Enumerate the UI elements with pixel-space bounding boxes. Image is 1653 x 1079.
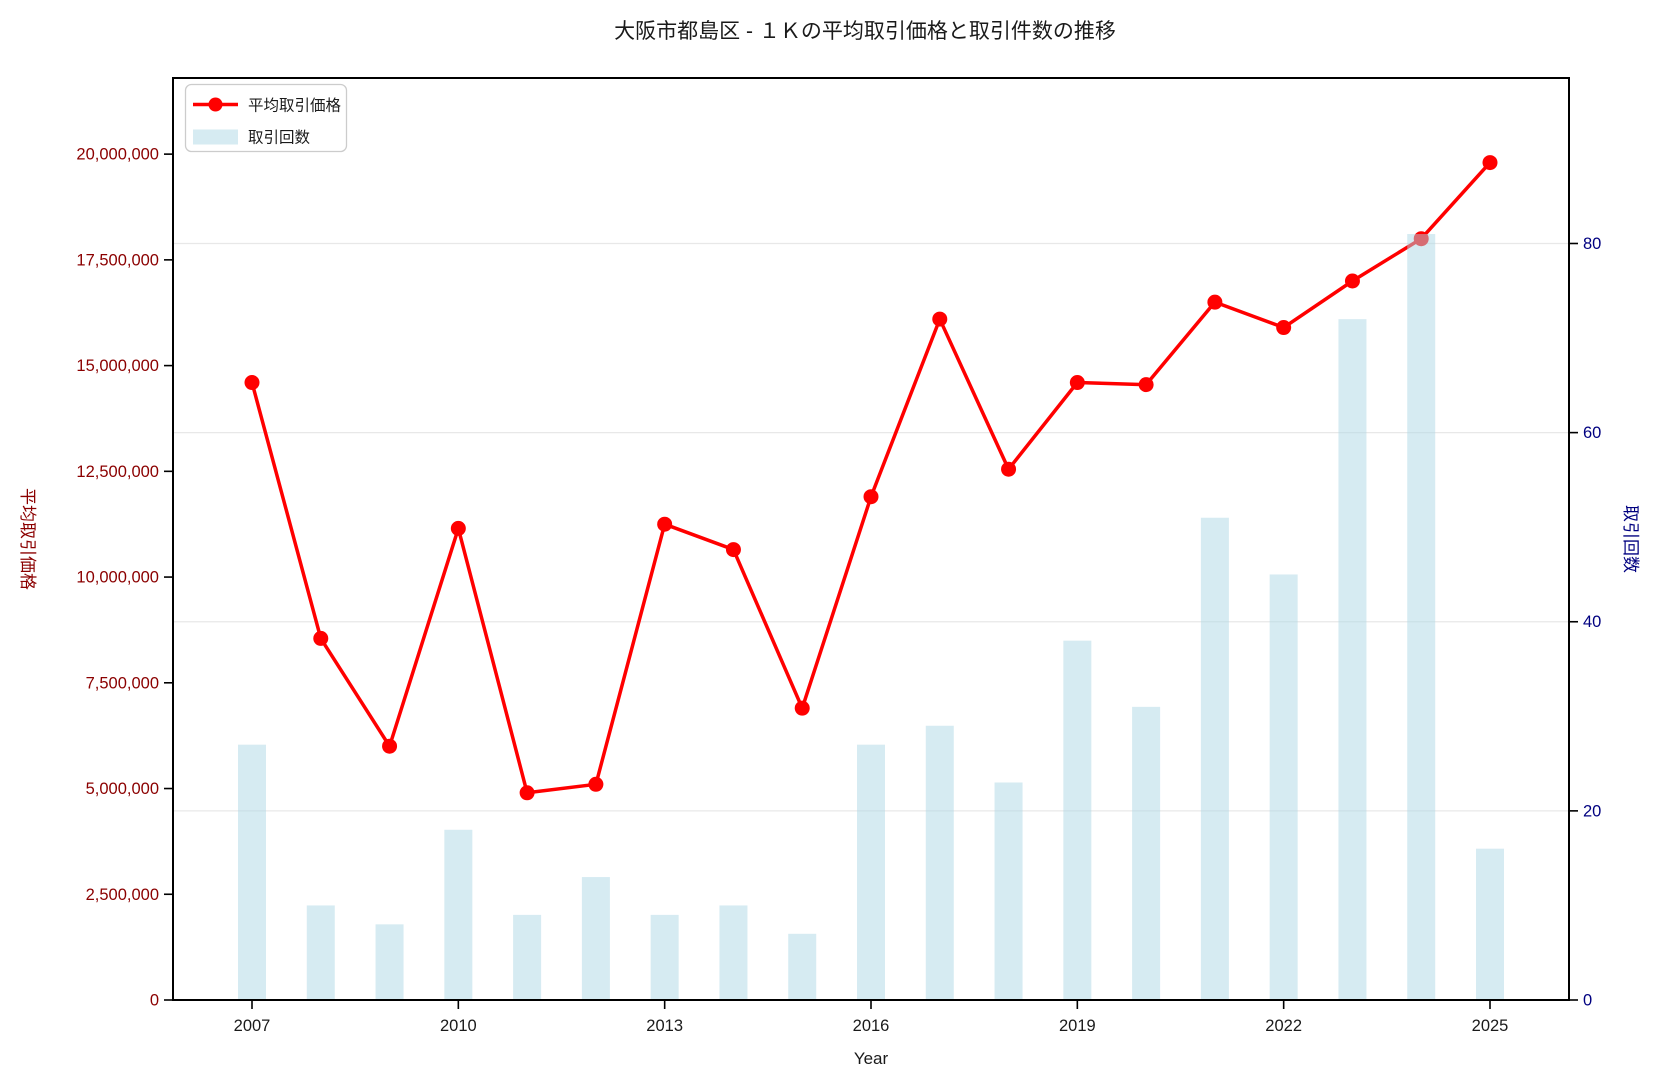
y-right-tick-label: 0 bbox=[1583, 992, 1592, 1010]
price-line bbox=[250, 160, 1492, 795]
y-left-tick-label: 17,500,000 bbox=[76, 251, 159, 269]
y-left-tick-label: 10,000,000 bbox=[76, 569, 159, 587]
price-marker-2011 bbox=[519, 785, 535, 801]
y-right-tick-label: 20 bbox=[1583, 802, 1601, 820]
count-bar-2007 bbox=[238, 744, 266, 1000]
count-bar-2018 bbox=[994, 782, 1023, 1000]
y-left-tick-label: 15,000,000 bbox=[76, 357, 159, 375]
count-bar-2009 bbox=[375, 924, 404, 1000]
count-bar-2015 bbox=[788, 933, 817, 1000]
x-tick-label: 2007 bbox=[234, 1017, 271, 1035]
price-marker-2016 bbox=[863, 489, 879, 505]
y-left-tick-label: 7,500,000 bbox=[86, 674, 159, 692]
count-bar-2023 bbox=[1338, 319, 1367, 1001]
y-right-tick-label: 80 bbox=[1583, 235, 1601, 253]
chart-title: 大阪市都島区 - １Ｋの平均取引価格と取引件数の推移 bbox=[614, 20, 1116, 43]
price-marker-2023 bbox=[1344, 273, 1360, 289]
count-bar-2021 bbox=[1200, 517, 1229, 1000]
price-marker-2018 bbox=[1001, 461, 1017, 477]
count-bar-2017 bbox=[925, 725, 954, 1000]
price-marker-2022 bbox=[1276, 320, 1292, 336]
price-marker-2009 bbox=[382, 738, 398, 754]
price-marker-2014 bbox=[725, 542, 741, 558]
count-bar-2011 bbox=[513, 914, 542, 1000]
count-bar-2014 bbox=[719, 905, 748, 1000]
legend-patch-sample bbox=[193, 129, 238, 145]
price-marker-2015 bbox=[794, 700, 810, 716]
y-right-axis-label: 取引回数 bbox=[1621, 505, 1640, 573]
y-left-axis-label: 平均取引価格 bbox=[18, 488, 37, 590]
x-axis-label: Year bbox=[854, 1049, 889, 1068]
y-left-tick-label: 20,000,000 bbox=[76, 146, 159, 164]
legend-label-price: 平均取引価格 bbox=[248, 97, 342, 115]
y-left-tick-label: 5,000,000 bbox=[86, 780, 159, 798]
count-bar-2019 bbox=[1063, 640, 1092, 1000]
y-right-tick-label: 40 bbox=[1583, 613, 1601, 631]
count-bar-2008 bbox=[306, 905, 335, 1000]
x-tick-label: 2025 bbox=[1472, 1017, 1509, 1035]
count-bar-2010 bbox=[444, 829, 473, 1000]
price-marker-2021 bbox=[1207, 294, 1223, 310]
y-left-tick-label: 12,500,000 bbox=[76, 463, 159, 481]
count-bar-2012 bbox=[581, 877, 610, 1000]
count-bar-2020 bbox=[1132, 706, 1161, 1000]
count-bar-2022 bbox=[1269, 574, 1298, 1000]
price-marker-2013 bbox=[657, 516, 673, 532]
legend-label-count: 取引回数 bbox=[248, 129, 311, 147]
legend-marker-sample bbox=[208, 97, 223, 112]
price-marker-2017 bbox=[932, 311, 948, 327]
count-bar-2013 bbox=[650, 914, 679, 1000]
count-bar-2025 bbox=[1476, 848, 1504, 1000]
y-right-tick-label: 60 bbox=[1583, 424, 1601, 442]
price-marker-2020 bbox=[1138, 377, 1154, 393]
y-left-tick-label: 0 bbox=[150, 992, 159, 1010]
x-tick-label: 2019 bbox=[1059, 1017, 1096, 1035]
price-marker-2007 bbox=[244, 375, 260, 391]
x-tick-label: 2013 bbox=[646, 1017, 683, 1035]
price-marker-2010 bbox=[450, 520, 466, 536]
count-bar-2024 bbox=[1407, 234, 1436, 1000]
x-tick-label: 2010 bbox=[440, 1017, 477, 1035]
y-left-tick-label: 2,500,000 bbox=[86, 886, 159, 904]
price-marker-2008 bbox=[313, 630, 329, 646]
price-marker-2025 bbox=[1482, 155, 1498, 171]
plot-border bbox=[172, 77, 1570, 1001]
x-tick-label: 2016 bbox=[853, 1017, 890, 1035]
count-bar-2016 bbox=[857, 744, 885, 1000]
price-marker-2012 bbox=[588, 776, 604, 792]
x-tick-label: 2022 bbox=[1265, 1017, 1302, 1035]
price-marker-2019 bbox=[1069, 375, 1085, 391]
